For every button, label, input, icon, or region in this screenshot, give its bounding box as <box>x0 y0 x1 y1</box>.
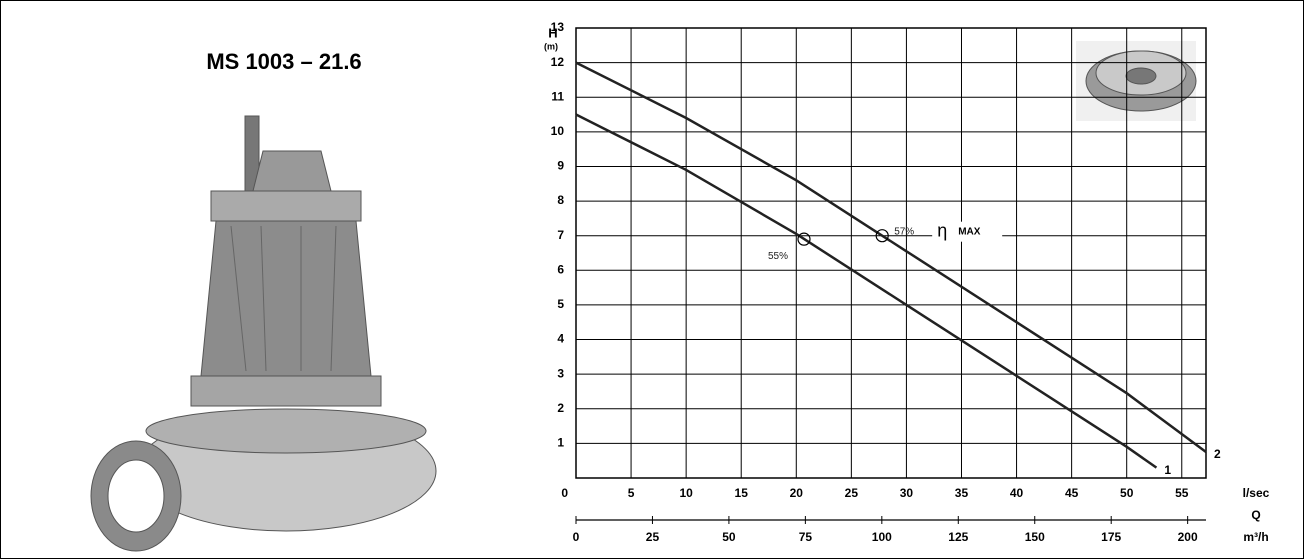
x2-tick-label: 125 <box>948 530 968 544</box>
x-tick-label: 10 <box>679 486 693 500</box>
y-tick-label: 2 <box>557 401 564 415</box>
x-tick-label: 45 <box>1065 486 1079 500</box>
efficiency-label: 55% <box>768 251 788 262</box>
curve-label: 1 <box>1164 463 1171 477</box>
y-axis-label: H <box>548 25 557 40</box>
x2-tick-label: 75 <box>799 530 813 544</box>
y-tick-label: 4 <box>557 332 564 346</box>
x-tick-label: 35 <box>955 486 969 500</box>
page: MS 1003 – 21.6 0123456789101112135101520… <box>0 0 1304 559</box>
x2-tick-label: 100 <box>872 530 892 544</box>
x2-tick-label: 150 <box>1025 530 1045 544</box>
x-tick-label: 15 <box>735 486 749 500</box>
y-tick-label: 5 <box>557 297 564 311</box>
product-title: MS 1003 – 21.6 <box>206 49 361 74</box>
x-tick-label: 50 <box>1120 486 1134 500</box>
efficiency-text: MAX <box>958 226 981 237</box>
x-tick-label: 55 <box>1175 486 1189 500</box>
y-tick-label: 9 <box>557 159 564 173</box>
y-axis-unit: (m) <box>544 41 558 51</box>
curve-label: 2 <box>1214 447 1221 461</box>
x-tick-label: 20 <box>790 486 804 500</box>
efficiency-label: 57% <box>894 226 914 237</box>
y-tick-label: 0 <box>561 486 568 500</box>
x2-tick-label: 25 <box>646 530 660 544</box>
curve <box>576 115 1156 468</box>
x2-tick-label: 50 <box>722 530 736 544</box>
x2-tick-label: 0 <box>573 530 580 544</box>
impeller-illustration <box>1076 41 1196 121</box>
y-tick-label: 7 <box>557 228 564 242</box>
curve <box>576 63 1206 452</box>
y-tick-label: 1 <box>557 436 564 450</box>
x2-tick-label: 175 <box>1101 530 1121 544</box>
y-tick-label: 6 <box>557 262 564 276</box>
x2-axis-label: Q <box>1251 508 1260 522</box>
chart: MS 1003 – 21.6 0123456789101112135101520… <box>1 1 1303 558</box>
y-tick-label: 3 <box>557 366 564 380</box>
x-tick-label: 30 <box>900 486 914 500</box>
efficiency-symbol: η <box>937 220 947 240</box>
x2-tick-label: 200 <box>1178 530 1198 544</box>
y-tick-label: 10 <box>551 124 565 138</box>
x-tick-label: 25 <box>845 486 859 500</box>
y-tick-label: 12 <box>551 55 565 69</box>
y-tick-label: 11 <box>551 89 564 103</box>
x-axis-label: l/sec <box>1243 486 1270 500</box>
y-tick-label: 8 <box>557 193 564 207</box>
x-tick-label: 5 <box>628 486 635 500</box>
pump-illustration <box>91 116 436 551</box>
x-tick-label: 40 <box>1010 486 1024 500</box>
x2-axis-unit: m³/h <box>1243 530 1268 544</box>
